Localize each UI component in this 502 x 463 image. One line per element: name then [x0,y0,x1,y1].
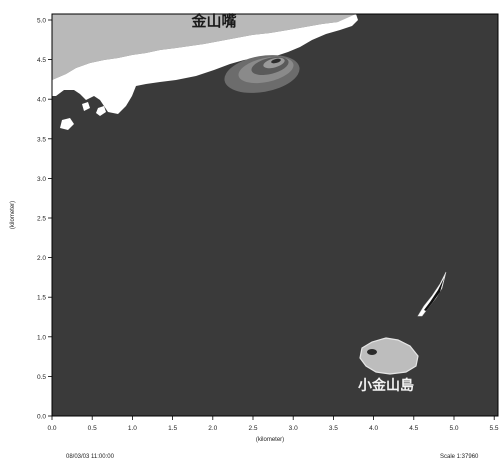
y-tick-label: 4.5 [37,57,46,64]
y-axis-ticks: 0.0 0.5 1.0 1.5 2.0 2.5 3.0 3.5 4.0 4.5 5.0 [37,18,52,421]
map-frame [51,13,499,417]
y-tick-label: 4.0 [37,97,46,104]
x-tick-label: 1.5 [168,425,177,432]
x-tick-label: 3.5 [329,425,338,432]
shoal-fragment [60,118,74,130]
x-tick-label: 4.0 [369,425,378,432]
land-mass [52,14,356,80]
contour-plume [224,55,300,93]
island-feature [367,349,377,355]
bay-place-label: 金山嘴 [190,12,236,30]
y-axis-label: (kilometer) [10,201,16,229]
boat-marker-shadow [424,278,444,311]
x-tick-label: 5.0 [449,425,458,432]
x-tick-label: 2.0 [208,425,217,432]
x-tick-label: 0.0 [47,425,56,432]
x-tick-label: 1.0 [128,425,137,432]
island-shape [359,337,419,375]
shoreline-band [52,14,358,114]
y-tick-label: 2.5 [37,216,46,223]
y-tick-label: 0.5 [37,374,46,381]
x-tick-label: 3.0 [289,425,298,432]
scale-text: Scale 1:37960 [440,454,479,460]
x-tick-label: 2.5 [248,425,257,432]
y-tick-label: 2.0 [37,255,46,262]
x-tick-label: 4.5 [409,425,418,432]
shoal-fragment [96,106,106,116]
x-axis-ticks: 0.0 0.5 1.0 1.5 2.0 2.5 3.0 3.5 4.0 4.5 5.0 5.5 [47,416,499,432]
x-tick-label: 5.5 [489,425,498,432]
y-tick-label: 1.5 [37,295,46,302]
island-place-label: 小金山島 [358,377,414,394]
x-axis-label: (kilometer) [256,437,284,443]
x-tick-label: 0.5 [88,425,97,432]
y-tick-label: 0.0 [37,414,46,421]
y-tick-label: 5.0 [37,18,46,25]
timestamp-text: 08/03/03 11:00:00 [66,454,115,460]
y-tick-label: 3.0 [37,176,46,183]
shoal-fragment [82,102,90,111]
y-tick-label: 3.5 [37,136,46,143]
y-tick-label: 1.0 [37,334,46,341]
